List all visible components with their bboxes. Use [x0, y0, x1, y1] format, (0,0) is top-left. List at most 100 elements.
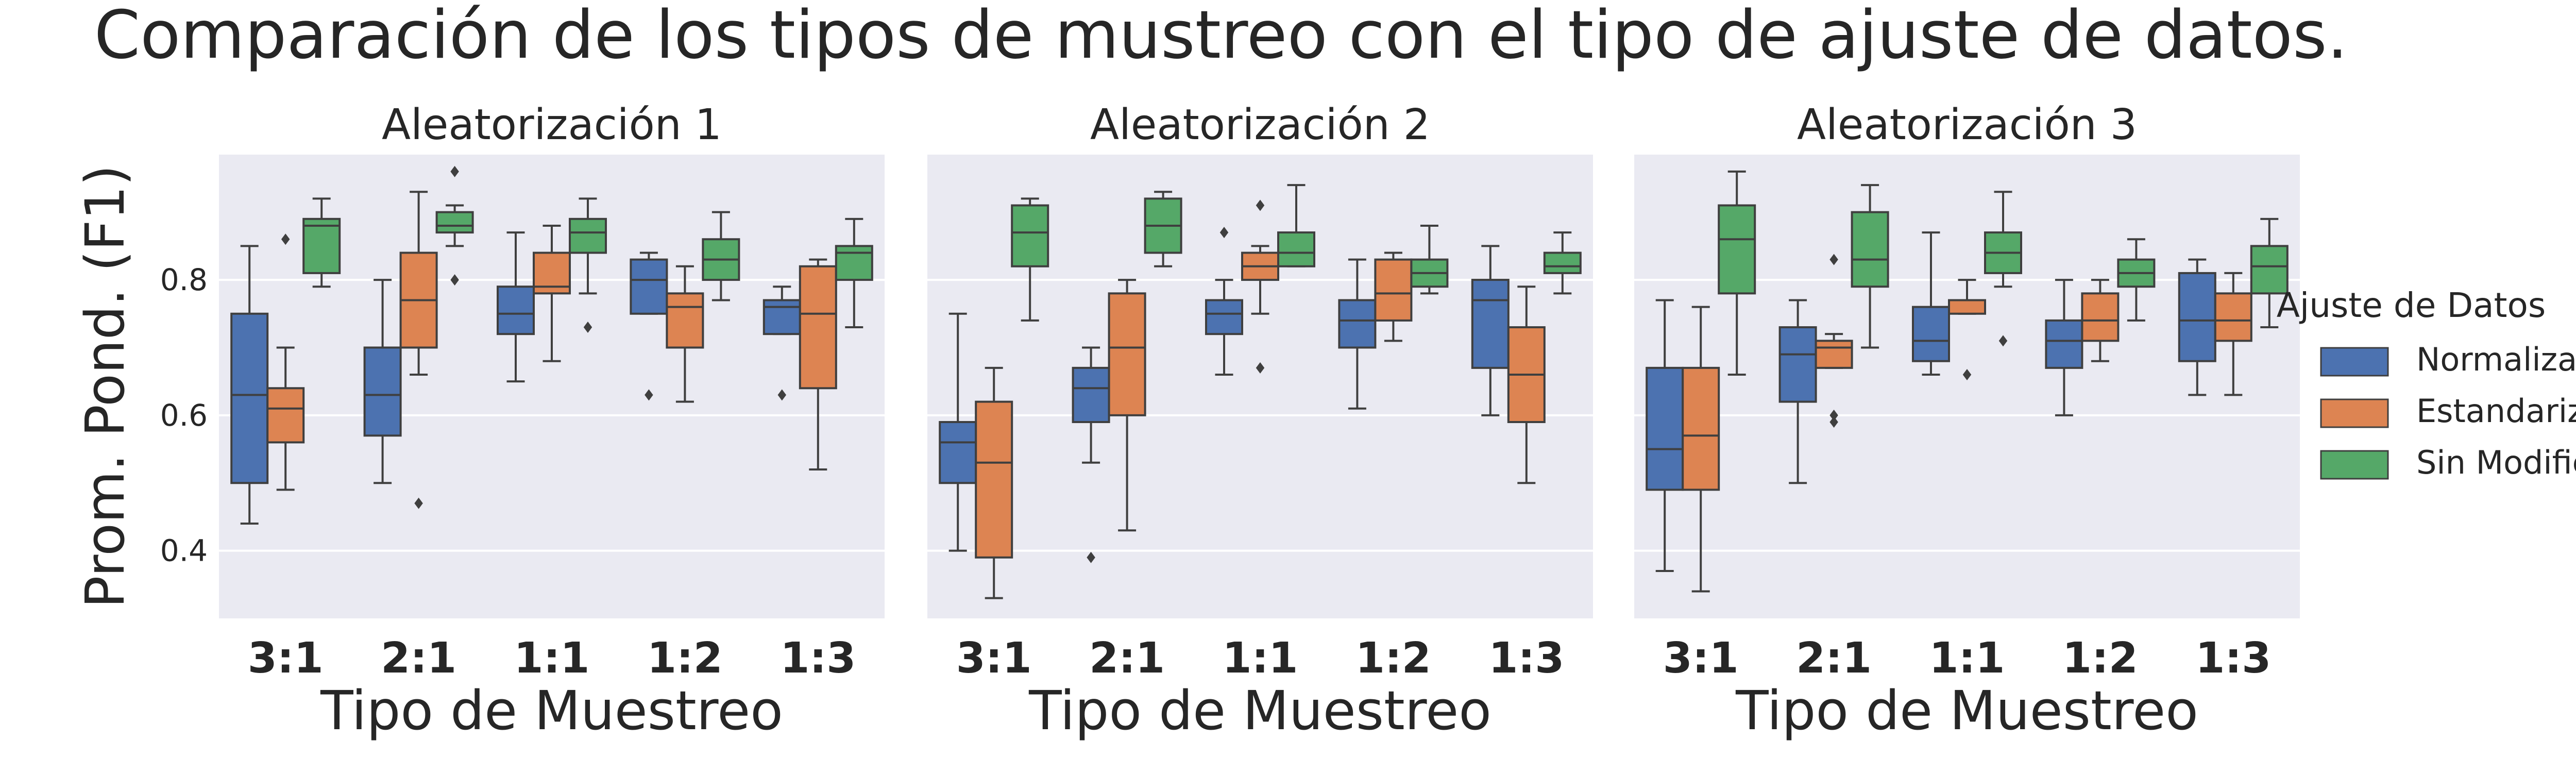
box-sin-modificación	[569, 197, 607, 333]
x-axis-label: Tipo de Muestreo	[320, 679, 783, 742]
box-normalizados	[1646, 299, 1684, 573]
box-body	[302, 217, 341, 274]
box-estandarizados	[975, 366, 1013, 599]
box-normalizados	[1338, 258, 1377, 410]
panel-title: Aleatorización 2	[1090, 100, 1430, 149]
box-normalizados	[630, 251, 668, 401]
outlier-point	[1256, 199, 1265, 211]
box-estandarizados	[799, 258, 837, 470]
legend-swatch	[2320, 450, 2389, 480]
outlier-point	[1829, 416, 1838, 428]
box-normalizados	[1471, 245, 1510, 416]
box-body	[266, 387, 305, 444]
box-body	[1338, 299, 1377, 349]
box-sin-modificación	[2117, 238, 2156, 322]
outlier-point	[1219, 227, 1229, 239]
x-tick-label: 3:1	[956, 634, 1032, 683]
box-body	[1543, 251, 1582, 274]
x-tick-label: 1:1	[514, 634, 590, 683]
box-body	[835, 245, 873, 281]
box-body	[1912, 306, 1950, 362]
box-estandarizados	[666, 265, 704, 403]
outlier-point	[1087, 551, 1095, 563]
box-normalizados	[497, 231, 535, 383]
box-body	[2178, 272, 2216, 362]
box-estandarizados	[2081, 279, 2120, 362]
box-body	[1471, 279, 1510, 369]
x-tick-label: 1:1	[1929, 634, 2005, 683]
box-normalizados	[363, 279, 402, 484]
legend-label: Normalizados	[2416, 341, 2576, 378]
outlier-point	[583, 322, 592, 333]
outlier-point	[1998, 335, 2008, 347]
x-tick-label: 1:1	[1223, 634, 1298, 683]
box-estandarizados	[1682, 306, 1720, 593]
box-body	[666, 292, 704, 349]
box-body	[497, 285, 535, 335]
box-body	[799, 265, 837, 390]
legend-entry: Normalizados	[2320, 341, 2576, 378]
outlier-point	[1256, 362, 1265, 374]
box-body	[363, 346, 402, 437]
outlier-point	[1962, 369, 1972, 381]
outlier-point	[1829, 254, 1838, 265]
x-tick-label: 1:3	[1488, 634, 1564, 683]
box-estandarizados	[1815, 254, 1853, 428]
outlier-point	[1829, 409, 1838, 421]
box-body	[1778, 326, 1817, 403]
x-tick-label: 1:3	[780, 634, 856, 683]
panel-title: Aleatorización 1	[382, 100, 722, 149]
panels: 0.4 0.6 0.8 Aleatorización 1 3:1 2:1 1:1 1:2 1:3…	[160, 100, 2300, 742]
box-body	[762, 299, 801, 335]
y-tick-label: 0.8	[160, 262, 208, 297]
legend: Ajuste de Datos Normalizados Estandarizado…	[2277, 285, 2576, 481]
outlier-point	[281, 233, 290, 245]
box-normalizados	[1205, 227, 1243, 376]
x-axis-label: Tipo de Muestreo	[1028, 679, 1492, 742]
outlier-point	[777, 389, 787, 401]
box-sin-modificación	[1543, 231, 1582, 295]
panel-1: 0.4 0.6 0.8 Aleatorización 1 3:1 2:1 1:1 1:2 1:3…	[160, 100, 885, 742]
x-tick-label: 3:1	[248, 634, 324, 683]
box-body	[630, 258, 668, 315]
box-body	[2081, 292, 2120, 342]
panel-title: Aleatorización 3	[1797, 100, 2137, 149]
box-sin-modificación	[302, 197, 341, 288]
box-body	[1277, 231, 1315, 267]
box-normalizados	[1912, 231, 1950, 376]
box-body	[1948, 299, 1986, 315]
box-estandarizados	[2214, 272, 2252, 396]
legend-swatch	[2320, 347, 2389, 377]
x-tick-label: 1:2	[2062, 634, 2138, 683]
x-tick-label: 1:3	[2195, 634, 2271, 683]
box-body	[569, 217, 607, 254]
box-body	[939, 421, 977, 484]
box-estandarizados	[266, 233, 305, 491]
box-body	[1682, 366, 1720, 491]
box-body	[2250, 245, 2289, 295]
box-estandarizados	[1374, 251, 1413, 342]
legend-entry: Sin Modificación	[2320, 444, 2576, 481]
box-body	[1851, 211, 1889, 288]
box-sin-modificación	[1277, 184, 1315, 267]
box-sin-modificación	[2250, 217, 2289, 329]
legend-entry: Estandarizados	[2320, 392, 2576, 430]
x-axis-label: Tipo de Muestreo	[1735, 679, 2198, 742]
box-estandarizados	[1507, 285, 1546, 484]
y-tick-label: 0.4	[160, 533, 208, 568]
x-tick-label: 1:2	[1355, 634, 1431, 683]
box-sin-modificación	[435, 165, 474, 286]
x-tick-label: 2:1	[381, 634, 456, 683]
box-body	[1815, 340, 1853, 369]
box-normalizados	[2045, 279, 2083, 416]
box-estandarizados	[1241, 199, 1279, 374]
x-tick-label: 1:2	[647, 634, 723, 683]
box-sin-modificación	[1011, 197, 1049, 322]
box-body	[435, 211, 474, 234]
box-sin-modificación	[1984, 191, 2022, 347]
box-estandarizados	[1108, 279, 1146, 532]
box-body	[2045, 319, 2083, 369]
y-tick-label: 0.6	[160, 398, 208, 433]
